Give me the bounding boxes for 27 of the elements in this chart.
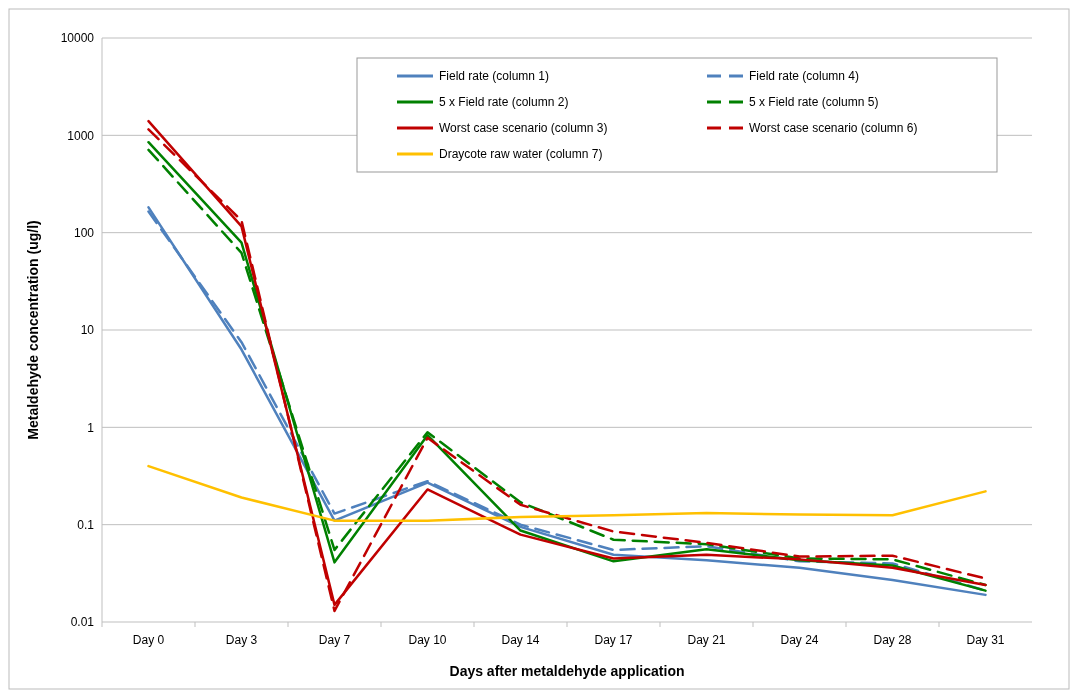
y-tick-label: 10 <box>80 323 95 338</box>
legend-label: Worst case scenario (column 3) <box>439 121 608 136</box>
y-tick-label: 0.1 <box>77 517 95 532</box>
y-tick-label: 1 <box>87 420 95 435</box>
x-axis-title: Days after metaldehyde application <box>449 663 685 679</box>
x-tick-label: Day 21 <box>687 633 726 647</box>
x-tick-label: Day 3 <box>225 633 258 647</box>
legend-label: Draycote raw water (column 7) <box>439 147 603 162</box>
x-tick-label: Day 7 <box>318 633 351 647</box>
legend-label: 5 x Field rate (column 2) <box>439 95 569 110</box>
legend-label: Field rate (column 4) <box>749 69 860 84</box>
line-series <box>147 464 987 522</box>
x-tick-label: Day 0 <box>132 633 165 647</box>
x-tick-label: Day 17 <box>594 633 633 647</box>
x-tick-label: Day 28 <box>873 633 912 647</box>
y-tick-label: 10000 <box>60 31 95 46</box>
y-tick-label: 1000 <box>67 128 95 143</box>
y-tick-label: 0.01 <box>70 615 95 630</box>
y-axis-title: Metaldehyde concentration (ug/l) <box>25 220 41 440</box>
legend-label: Field rate (column 1) <box>439 69 550 84</box>
y-tick-label: 100 <box>73 225 95 240</box>
x-tick-label: Day 10 <box>408 633 447 647</box>
legend-label: 5 x Field rate (column 5) <box>749 95 879 110</box>
x-tick-label: Day 24 <box>780 633 819 647</box>
x-tick-label: Day 14 <box>501 633 540 647</box>
x-tick-label: Day 31 <box>966 633 1005 647</box>
legend-label: Worst case scenario (column 6) <box>749 121 918 136</box>
